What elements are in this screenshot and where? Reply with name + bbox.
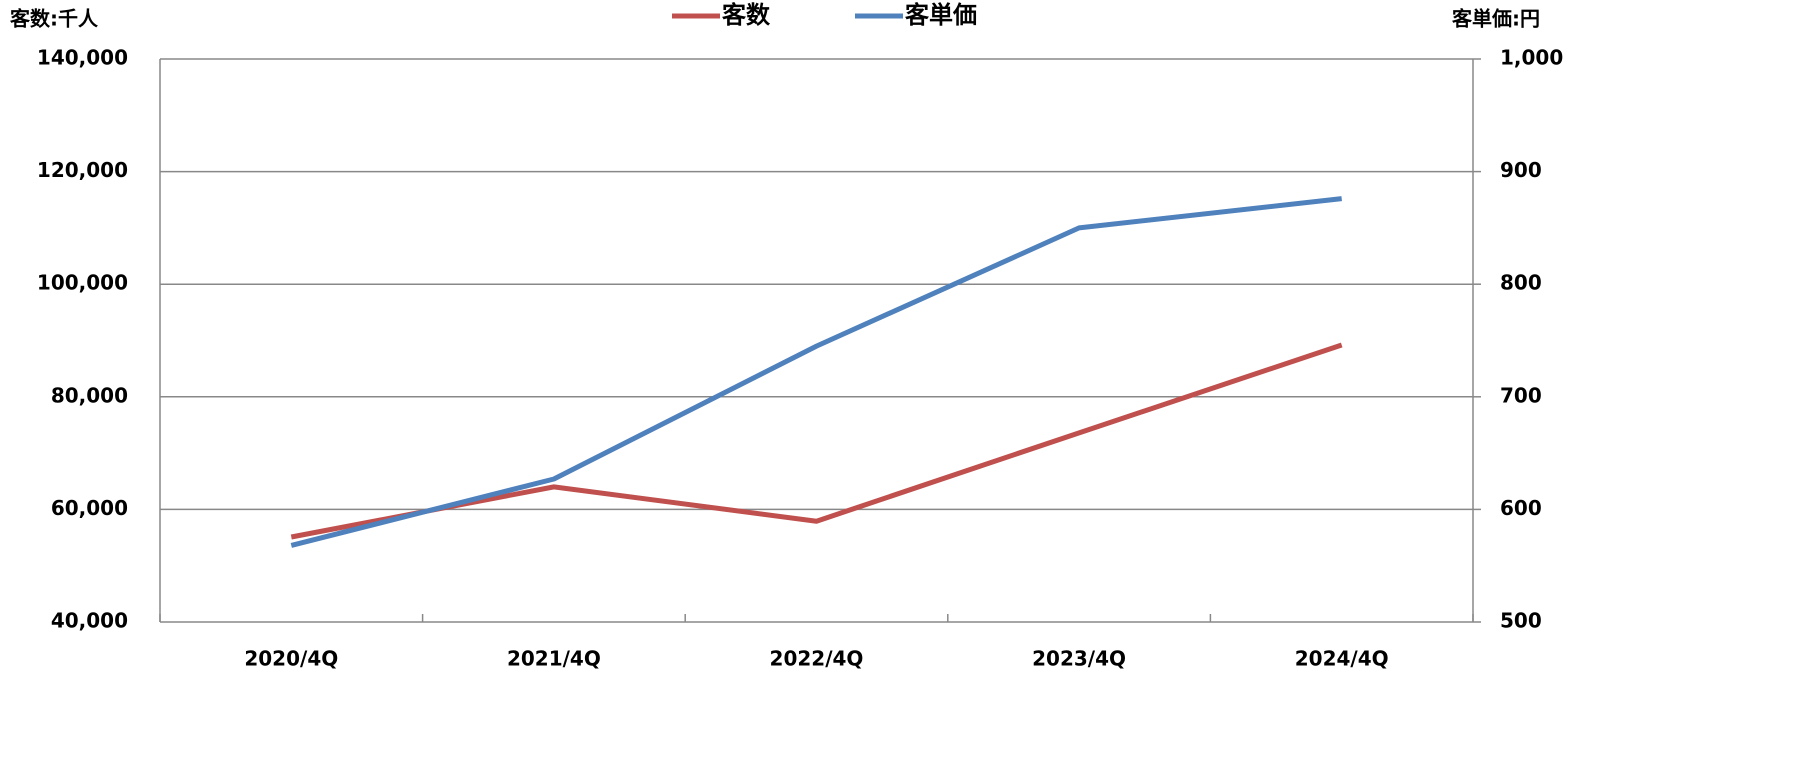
x-tick-label: 2022/4Q xyxy=(770,647,864,671)
legend-label: 客数 xyxy=(722,1,771,29)
y2-tick-label: 800 xyxy=(1500,271,1542,295)
x-tick-label: 2023/4Q xyxy=(1032,647,1126,671)
y2-axis-title: 客単価:円 xyxy=(1451,7,1540,31)
y2-tick-label: 500 xyxy=(1500,609,1542,633)
legend-label: 客単価 xyxy=(905,1,977,29)
x-tick-label: 2020/4Q xyxy=(244,647,338,671)
x-tick-label: 2021/4Q xyxy=(507,647,601,671)
series-line xyxy=(290,196,1342,548)
y-tick-label: 60,000 xyxy=(51,496,128,520)
y-tick-label: 140,000 xyxy=(37,46,128,70)
y2-tick-label: 1,000 xyxy=(1500,46,1563,70)
y2-tick-label: 600 xyxy=(1500,496,1542,520)
y2-tick-label: 900 xyxy=(1500,158,1542,182)
y-axis-title: 客数:千人 xyxy=(9,7,99,31)
series-line xyxy=(290,342,1343,540)
y2-tick-label: 700 xyxy=(1500,383,1542,407)
y-tick-label: 40,000 xyxy=(51,609,128,633)
x-tick-label: 2024/4Q xyxy=(1295,647,1389,671)
y-tick-label: 100,000 xyxy=(37,271,128,295)
y-tick-label: 120,000 xyxy=(37,158,128,182)
y-tick-label: 80,000 xyxy=(51,383,128,407)
